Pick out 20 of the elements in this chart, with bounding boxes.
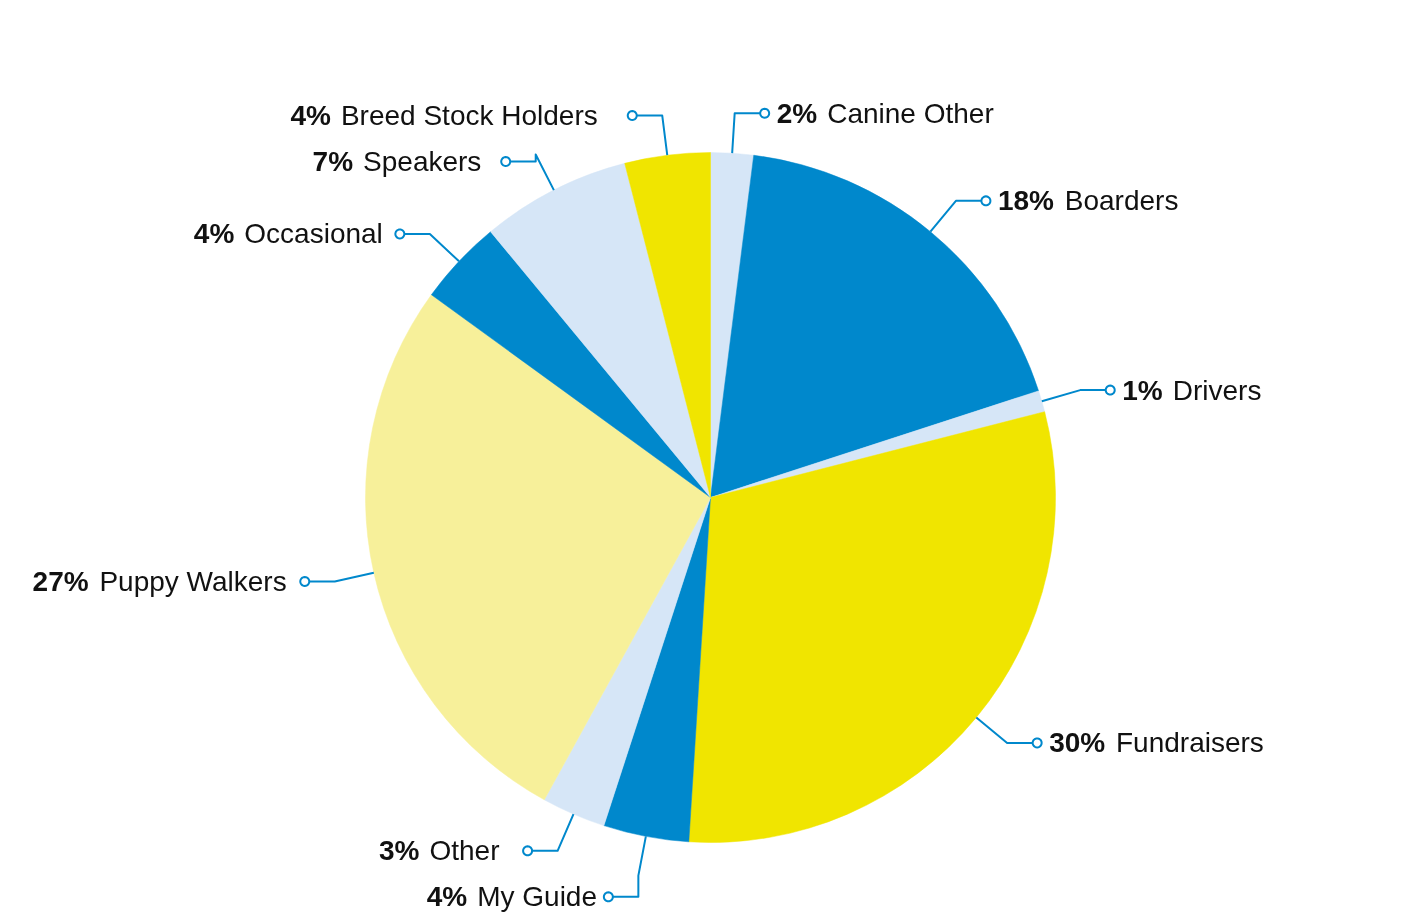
- data-label: 3%: [378, 835, 420, 867]
- slice-label: Other: [429, 835, 500, 867]
- slice-label: My Guide: [477, 881, 598, 913]
- slice-label: Canine Other: [827, 97, 994, 129]
- slice-label: Breed Stock Holders: [340, 100, 598, 132]
- data-label: 4%: [290, 100, 331, 132]
- data-label: 2%: [776, 97, 818, 129]
- data-label: 4%: [193, 218, 235, 250]
- legend-label: Occasional: [244, 218, 383, 250]
- data-label: 18%: [997, 185, 1055, 217]
- slice-label: Speakers: [363, 146, 482, 178]
- data-label: 1%: [1122, 374, 1163, 406]
- slice-label: Drivers: [1172, 374, 1262, 406]
- data-label: 30%: [1049, 727, 1106, 759]
- slice-label: Fundraisers: [1116, 727, 1264, 759]
- slice-label: Boarders: [1064, 185, 1179, 217]
- data-label: 4%: [426, 881, 468, 913]
- slice-label: Puppy Walkers: [99, 565, 287, 597]
- data-label: 27%: [32, 565, 89, 597]
- data-label: 7%: [312, 146, 354, 178]
